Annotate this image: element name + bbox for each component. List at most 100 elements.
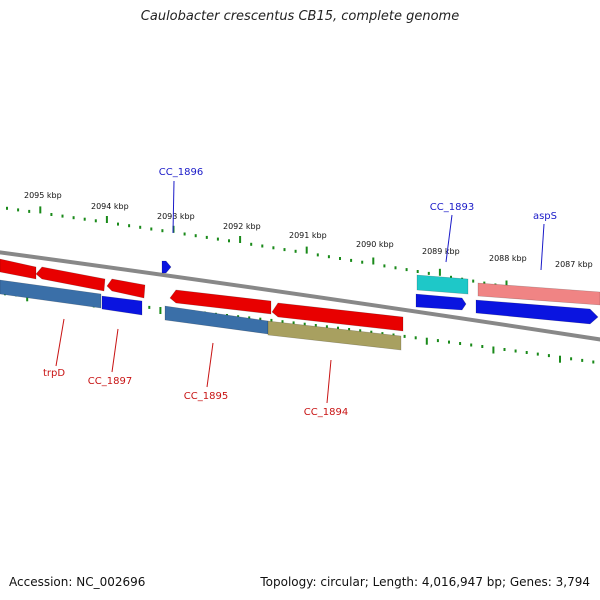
minor-tick	[183, 232, 186, 236]
forward-cds-arrow	[0, 258, 37, 280]
minor-tick	[250, 242, 253, 246]
minor-tick	[581, 358, 584, 362]
minor-tick	[327, 255, 330, 259]
major-tick	[372, 257, 375, 265]
minor-tick	[503, 348, 506, 351]
reverse-cds-bar	[101, 295, 143, 316]
minor-tick	[547, 354, 550, 358]
minor-tick	[414, 336, 417, 340]
minor-tick	[525, 351, 528, 354]
minor-tick	[339, 257, 341, 260]
minor-tick	[370, 330, 373, 334]
scale-labels: 2095 kbp 2094 kbp 2093 kbp 2092 kbp 2091 kbp…	[24, 191, 593, 269]
major-tick	[425, 337, 428, 345]
minor-tick	[450, 275, 452, 279]
reverse-cds-arrow	[415, 293, 467, 311]
major-tick	[39, 206, 42, 214]
gene-label: aspS	[533, 211, 557, 222]
leader-line	[111, 328, 119, 373]
footer: Accession: NC_002696 Topology: circular;…	[9, 575, 590, 591]
scale-label: 2093 kbp	[157, 212, 195, 221]
forward-cds-arrow	[35, 266, 106, 292]
leader-line	[55, 318, 65, 367]
major-tick	[492, 346, 495, 354]
minor-tick	[381, 332, 384, 336]
minor-tick	[17, 208, 20, 212]
forward-cds-arrow	[169, 289, 272, 315]
major-tick	[305, 246, 308, 254]
minor-tick	[570, 357, 573, 361]
minor-tick	[470, 343, 473, 347]
scale-label: 2087 kbp	[555, 260, 593, 269]
scale-label: 2095 kbp	[24, 191, 62, 200]
major-tick	[505, 280, 508, 288]
minor-tick	[350, 258, 353, 262]
gene-label: trpD	[43, 368, 65, 379]
scale-label: 2094 kbp	[91, 202, 129, 211]
minor-tick	[283, 248, 286, 252]
scale-label: 2092 kbp	[223, 222, 261, 231]
gene-label: CC_1895	[184, 391, 228, 402]
minor-tick	[436, 339, 439, 343]
minor-tick	[148, 305, 151, 309]
genome-info-text: Topology: circular; Length: 4,016,947 bp…	[260, 575, 590, 589]
minor-tick	[314, 324, 317, 327]
minor-tick	[205, 235, 208, 239]
minor-tick	[316, 253, 319, 257]
minor-tick	[72, 216, 75, 220]
minor-tick	[94, 219, 97, 223]
minor-tick	[303, 322, 306, 326]
minor-tick	[28, 209, 31, 213]
scale-label: 2089 kbp	[422, 247, 460, 256]
major-tick	[239, 236, 242, 243]
minor-tick	[483, 281, 486, 285]
minor-tick	[416, 270, 419, 273]
minor-tick	[592, 360, 595, 364]
leader-line	[326, 359, 332, 404]
major-tick	[559, 355, 561, 363]
minor-tick	[139, 225, 142, 229]
leader-line	[172, 180, 175, 234]
minor-tick	[272, 246, 275, 250]
scale-label: 2090 kbp	[356, 240, 394, 249]
minor-tick	[448, 340, 450, 344]
accession-text: Accession: NC_002696	[9, 575, 146, 589]
minor-tick	[150, 227, 153, 231]
minor-tick	[427, 271, 430, 275]
minor-tick	[161, 229, 164, 233]
minor-tick	[325, 325, 328, 329]
minor-tick	[270, 318, 273, 322]
minor-tick	[348, 328, 351, 331]
minor-tick	[83, 217, 86, 221]
minor-tick	[248, 316, 251, 320]
genome-title: Caulobacter crescentus CB15, complete ge…	[140, 9, 460, 24]
minor-tick	[50, 213, 53, 216]
minor-tick	[128, 224, 131, 228]
minor-tick	[472, 279, 475, 283]
minor-tick	[216, 237, 219, 241]
reverse-cds-bar	[267, 320, 402, 351]
minor-tick	[459, 342, 462, 345]
minor-tick	[294, 249, 297, 253]
minor-tick	[6, 206, 8, 210]
minor-tick	[514, 349, 517, 353]
minor-tick	[394, 266, 397, 270]
gene-label: CC_1897	[88, 376, 132, 387]
minor-tick	[481, 345, 484, 348]
forward-cds-arrow	[161, 260, 172, 274]
scale-label: 2088 kbp	[489, 254, 527, 263]
leader-line	[540, 223, 545, 271]
forward-cds-bar	[477, 282, 600, 306]
major-tick	[159, 307, 162, 314]
scale-label: 2091 kbp	[289, 231, 327, 240]
minor-tick	[281, 320, 284, 324]
gene-features	[0, 258, 600, 351]
major-tick	[438, 268, 441, 276]
label-leader-lines	[55, 180, 545, 404]
gene-label: CC_1896	[159, 167, 203, 178]
forward-cds-bar	[416, 274, 469, 295]
reverse-cds-bar	[0, 279, 102, 309]
minor-tick	[361, 260, 364, 264]
major-tick	[105, 216, 108, 223]
minor-tick	[405, 268, 408, 272]
